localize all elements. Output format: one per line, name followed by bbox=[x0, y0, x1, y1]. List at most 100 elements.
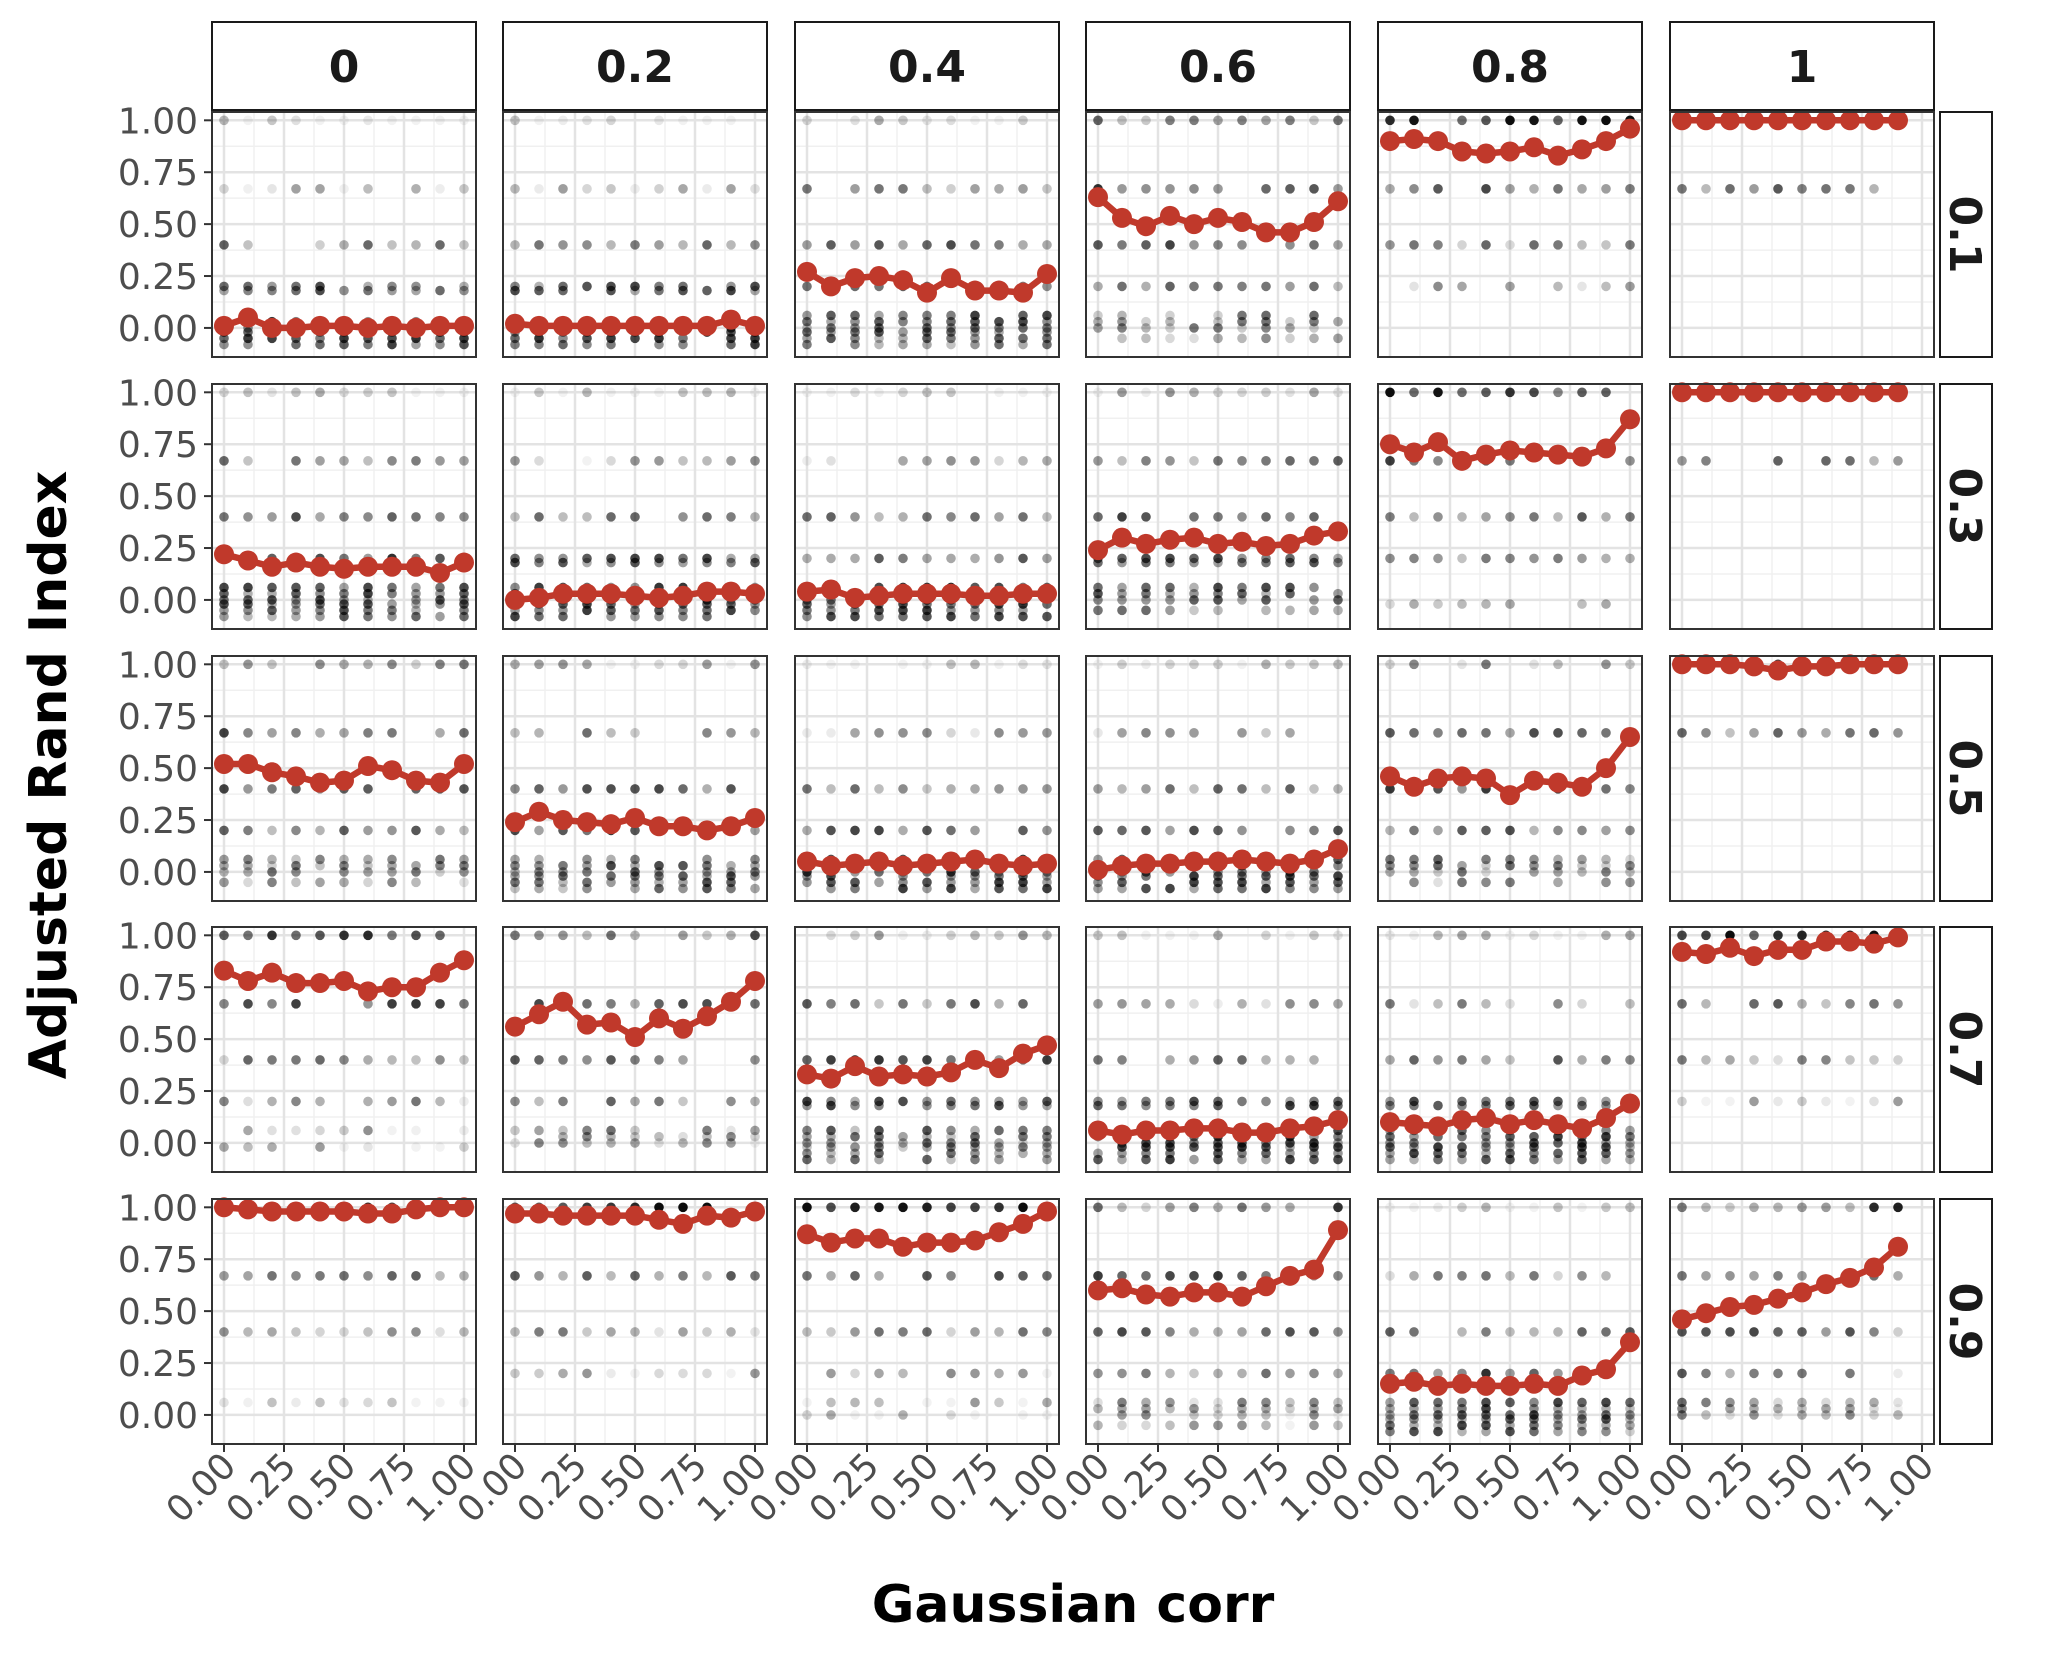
raw-point bbox=[654, 387, 664, 398]
raw-point bbox=[387, 281, 397, 292]
mean-point bbox=[1572, 1118, 1592, 1139]
raw-point bbox=[922, 825, 932, 836]
raw-point bbox=[994, 999, 1004, 1009]
raw-point bbox=[1845, 1410, 1855, 1420]
mean-point bbox=[1428, 1375, 1448, 1396]
raw-point bbox=[291, 860, 301, 871]
raw-point bbox=[922, 553, 932, 564]
raw-point bbox=[1117, 1096, 1127, 1107]
raw-point bbox=[1165, 553, 1175, 564]
raw-point bbox=[1213, 1368, 1223, 1379]
raw-point bbox=[946, 327, 956, 337]
mean-point bbox=[893, 855, 913, 876]
raw-point bbox=[387, 854, 397, 865]
raw-point bbox=[459, 1125, 469, 1136]
raw-point bbox=[1677, 184, 1687, 194]
raw-point bbox=[1625, 659, 1635, 670]
raw-point bbox=[1797, 999, 1807, 1009]
raw-point bbox=[1285, 930, 1295, 941]
facet-strip-bg bbox=[794, 21, 1060, 111]
raw-point bbox=[678, 860, 688, 871]
raw-point bbox=[678, 240, 688, 250]
raw-point bbox=[1189, 930, 1199, 941]
raw-point bbox=[1481, 115, 1491, 126]
raw-point bbox=[726, 728, 736, 738]
raw-point bbox=[922, 1327, 932, 1337]
raw-point bbox=[1309, 595, 1319, 605]
raw-point bbox=[1093, 784, 1103, 794]
raw-point bbox=[243, 825, 253, 836]
raw-point bbox=[291, 1327, 301, 1337]
raw-point bbox=[802, 387, 812, 398]
raw-point bbox=[1213, 582, 1223, 593]
raw-point bbox=[726, 557, 736, 568]
raw-point bbox=[1165, 930, 1175, 941]
raw-point bbox=[1869, 1055, 1879, 1065]
raw-point bbox=[1677, 1397, 1687, 1408]
x-axis-title: Gaussian corr bbox=[872, 1575, 1275, 1635]
mean-point bbox=[601, 583, 621, 604]
raw-point bbox=[1189, 387, 1199, 398]
raw-point bbox=[1577, 387, 1587, 398]
mean-point bbox=[601, 315, 621, 336]
raw-point bbox=[702, 456, 712, 466]
raw-point bbox=[678, 1131, 688, 1142]
raw-point bbox=[1553, 999, 1563, 1009]
raw-point bbox=[802, 1138, 812, 1148]
raw-point bbox=[363, 1055, 373, 1065]
raw-point bbox=[1553, 860, 1563, 871]
raw-point bbox=[1505, 281, 1515, 292]
raw-point bbox=[1117, 310, 1127, 321]
raw-point bbox=[339, 588, 349, 599]
raw-point bbox=[243, 877, 253, 888]
raw-point bbox=[243, 860, 253, 871]
mean-point bbox=[358, 556, 378, 577]
raw-point bbox=[1213, 456, 1223, 466]
raw-point bbox=[1409, 999, 1419, 1009]
panel-row-0-9-col-0-8 bbox=[1377, 1198, 1643, 1445]
mean-point bbox=[430, 962, 450, 983]
mean-point bbox=[1232, 1286, 1252, 1307]
raw-point bbox=[1261, 1410, 1271, 1420]
mean-point bbox=[989, 853, 1009, 874]
raw-point bbox=[1117, 456, 1127, 466]
raw-point bbox=[1433, 1420, 1443, 1431]
raw-point bbox=[291, 825, 301, 836]
raw-point bbox=[387, 825, 397, 836]
raw-point bbox=[411, 930, 421, 941]
raw-point bbox=[1141, 1397, 1151, 1408]
raw-point bbox=[1141, 1271, 1151, 1281]
raw-point bbox=[267, 595, 277, 605]
raw-point bbox=[874, 316, 884, 327]
raw-point bbox=[1213, 316, 1223, 327]
raw-point bbox=[802, 1055, 812, 1065]
y-tick-label: 0.00 bbox=[118, 309, 198, 350]
raw-point bbox=[802, 877, 812, 888]
raw-point bbox=[1481, 553, 1491, 564]
raw-point bbox=[1505, 877, 1515, 888]
mean-point bbox=[1500, 1375, 1520, 1396]
mean-point bbox=[869, 585, 889, 606]
panel-row-0-3-col-0-8 bbox=[1377, 383, 1643, 630]
mean-point bbox=[1256, 222, 1276, 243]
raw-point bbox=[850, 1410, 860, 1420]
raw-point bbox=[411, 659, 421, 670]
raw-point bbox=[726, 281, 736, 292]
raw-point bbox=[243, 1055, 253, 1065]
raw-point bbox=[1553, 512, 1563, 522]
raw-point bbox=[435, 240, 445, 250]
raw-point bbox=[1701, 1368, 1711, 1379]
raw-point bbox=[558, 240, 568, 250]
raw-point bbox=[219, 281, 229, 292]
raw-point bbox=[1505, 825, 1515, 836]
raw-point bbox=[291, 999, 301, 1009]
mean-point bbox=[454, 552, 474, 573]
mean-point bbox=[1888, 382, 1908, 403]
raw-point bbox=[1749, 1271, 1759, 1281]
raw-point bbox=[606, 860, 616, 871]
raw-point bbox=[678, 784, 688, 794]
mean-point bbox=[1232, 531, 1252, 552]
raw-point bbox=[1529, 860, 1539, 871]
mean-point bbox=[1452, 1373, 1472, 1394]
raw-point bbox=[1261, 512, 1271, 522]
